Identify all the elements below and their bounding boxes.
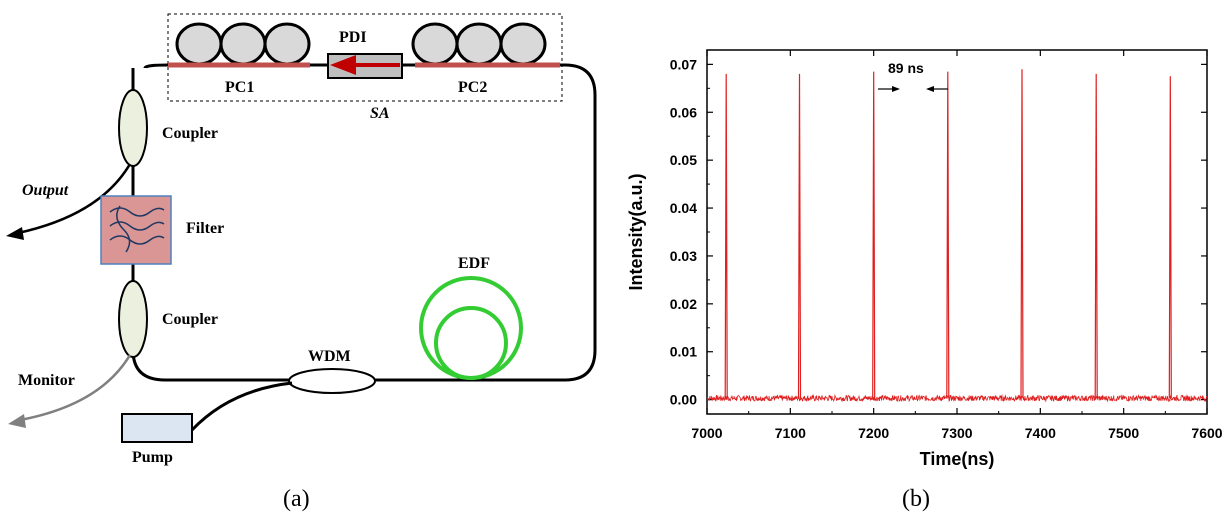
output-label: Output [22,182,69,199]
annotation-arrow-left-head [892,86,900,92]
y-tick-label: 0.07 [670,56,697,72]
edf-label: EDF [458,255,490,272]
sa-box [167,13,563,102]
pump-label: Pump [132,449,173,466]
pulse-chart: 0.00 0.01 0.02 0.03 0.04 0.05 0.06 0.07 7000 710… [626,49,1223,512]
annotation-arrow-right-head [926,86,934,92]
pulse-peak [1168,76,1172,399]
y-tick-label: 0.00 [670,392,697,408]
pulse-peak [797,73,802,399]
y-tick-label: 0.02 [670,296,697,312]
x-tick-label: 7200 [858,425,889,441]
filter-icon [109,205,165,253]
filter-label: Filter [186,220,224,237]
coupler-top-label: Coupler [162,125,218,142]
edf-coil [419,276,523,380]
monitor-arrow-head [8,414,26,428]
x-axis-label: Time(ns) [920,449,995,469]
series-area [706,69,1208,403]
x-tick-label: 7000 [691,425,722,441]
pump-fiber [190,381,293,432]
pdi-arrow-head [330,55,356,75]
y-axis-label: Intensity(a.u.) [626,173,646,290]
x-tick-label: 7400 [1025,425,1056,441]
panel-label-a: (a) [283,486,310,512]
output-line [17,163,132,235]
wdm [288,368,376,394]
panel-label-b: (b) [902,486,930,512]
y-tick-label: 0.04 [670,200,697,216]
x-tick-label: 7300 [941,425,972,441]
y-tick-label: 0.06 [670,104,697,120]
monitor-label: Monitor [18,372,75,389]
pulse-peak [1094,73,1098,399]
x-tick-label: 7500 [1108,425,1139,441]
pc2-loops [411,22,547,66]
wdm-label: WDM [308,348,351,365]
sa-label: SA [370,105,390,122]
y-tick-label: 0.01 [670,344,697,360]
cavity-diagram: PDI PC1 PC2 SA Coupler Output Filter Cou… [6,13,597,512]
plot-frame [706,49,1208,415]
coupler-bottom-label: Coupler [162,311,218,328]
pulse-peak [872,71,876,399]
pulse-peak [1020,69,1024,399]
pdi-label: PDI [339,29,367,46]
pulse-peak [946,71,950,399]
pc1-label: PC1 [225,79,254,96]
coupler-top [118,89,148,167]
pump-box [121,413,193,443]
x-ticks: 7000 7100 7200 7300 7400 7500 7600 [691,50,1223,441]
pulse-peak [724,73,728,399]
y-ticks: 0.00 0.01 0.02 0.03 0.04 0.05 0.06 0.07 [670,56,1207,408]
y-tick-label: 0.05 [670,152,697,168]
x-tick-label: 7100 [775,425,806,441]
x-tick-label: 7600 [1191,425,1222,441]
series-baseline [706,393,1208,403]
y-tick-label: 0.03 [670,248,697,264]
pc1-loops [175,22,311,66]
period-annotation: 89 ns [888,60,924,76]
pc2-label: PC2 [458,79,487,96]
coupler-bottom [118,280,148,358]
monitor-line [19,354,132,422]
fiber-loop [131,63,597,382]
output-arrow-head [6,227,24,240]
